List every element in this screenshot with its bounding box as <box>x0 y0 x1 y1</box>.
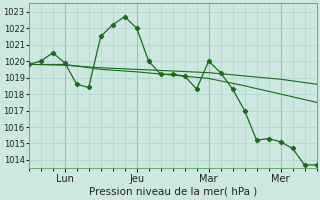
X-axis label: Pression niveau de la mer( hPa ): Pression niveau de la mer( hPa ) <box>89 187 257 197</box>
